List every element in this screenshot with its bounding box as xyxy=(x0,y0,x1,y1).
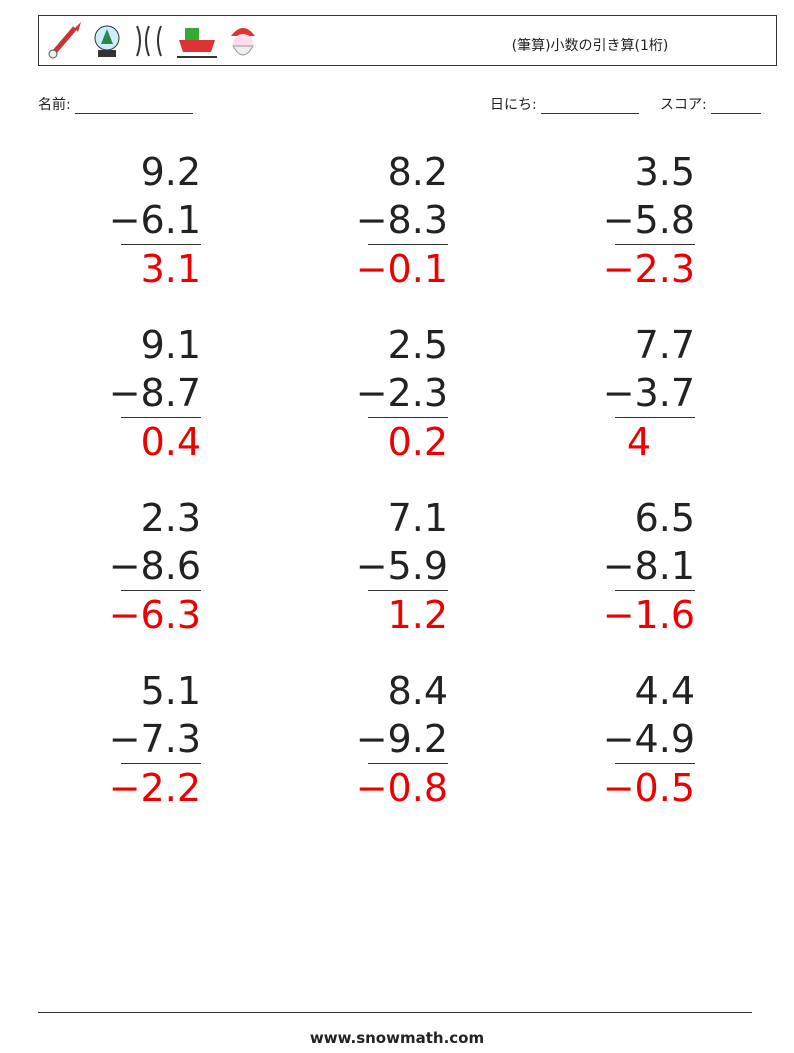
subtrahend: −9.2 xyxy=(355,717,448,761)
minuend: 8.2 xyxy=(387,150,448,194)
answer-rule xyxy=(368,244,448,245)
title: (筆算)小数の引き算(1桁) xyxy=(511,38,669,54)
answer: −6.3 xyxy=(108,593,201,637)
name-field: 名前: xyxy=(38,94,193,114)
answer: −1.6 xyxy=(602,593,695,637)
footer-site: www.snowmath.com xyxy=(309,1029,485,1047)
answer: −2.2 xyxy=(108,766,201,810)
date-label: 日にち: xyxy=(490,97,537,113)
header-icons xyxy=(48,22,255,59)
score-label: スコア: xyxy=(660,97,707,113)
score-field: スコア: xyxy=(660,94,761,114)
answer-rule xyxy=(368,417,448,418)
minuend: 4.4 xyxy=(634,669,695,713)
answer: 1.2 xyxy=(387,593,448,637)
date-field: 日にち: xyxy=(490,94,639,114)
subtrahend: −8.7 xyxy=(108,371,201,415)
rocket-icon xyxy=(48,22,81,59)
answer: −0.8 xyxy=(355,766,448,810)
subtrahend: −6.1 xyxy=(108,198,201,242)
answer: −2.3 xyxy=(602,247,695,291)
name-label: 名前: xyxy=(38,97,71,113)
answer-rule xyxy=(121,763,201,764)
minuend: 3.5 xyxy=(634,150,695,194)
minuend: 8.4 xyxy=(387,669,448,713)
name-blank xyxy=(74,99,193,114)
answer-rule xyxy=(121,590,201,591)
subtrahend: −5.9 xyxy=(355,544,448,588)
sleigh-icon xyxy=(177,28,217,58)
answer-rule xyxy=(368,763,448,764)
subtrahend: −2.3 xyxy=(355,371,448,415)
minuend: 2.3 xyxy=(140,496,201,540)
answer-rule xyxy=(121,417,201,418)
answer-rule xyxy=(121,244,201,245)
answer-rule xyxy=(368,590,448,591)
answer: 4 xyxy=(626,420,651,464)
subtrahend: −7.3 xyxy=(108,717,201,761)
minuend: 9.1 xyxy=(140,323,201,367)
answer-rule xyxy=(615,244,695,245)
minuend: 9.2 xyxy=(140,150,201,194)
subtrahend: −8.3 xyxy=(355,198,448,242)
subtrahend: −3.7 xyxy=(602,371,695,415)
answer: −0.5 xyxy=(602,766,695,810)
minuend: 7.1 xyxy=(387,496,448,540)
answer-rule xyxy=(615,590,695,591)
santa-icon xyxy=(231,28,255,56)
answer: 0.4 xyxy=(140,420,201,464)
minuend: 7.7 xyxy=(634,323,695,367)
footer-rule xyxy=(38,1012,752,1013)
minuend: 2.5 xyxy=(387,323,448,367)
subtrahend: −8.6 xyxy=(108,544,201,588)
answer: 3.1 xyxy=(140,247,201,291)
subtrahend: −4.9 xyxy=(602,717,695,761)
minuend: 6.5 xyxy=(634,496,695,540)
lights-icon xyxy=(136,25,162,57)
minuend: 5.1 xyxy=(140,669,201,713)
date-blank xyxy=(540,99,639,114)
answer-rule xyxy=(615,763,695,764)
score-blank xyxy=(710,99,761,114)
answer-rule xyxy=(615,417,695,418)
subtrahend: −5.8 xyxy=(602,198,695,242)
snowglobe-icon xyxy=(94,25,120,57)
header-box xyxy=(38,15,777,66)
answer: 0.2 xyxy=(387,420,448,464)
answer: −0.1 xyxy=(355,247,448,291)
subtrahend: −8.1 xyxy=(602,544,695,588)
